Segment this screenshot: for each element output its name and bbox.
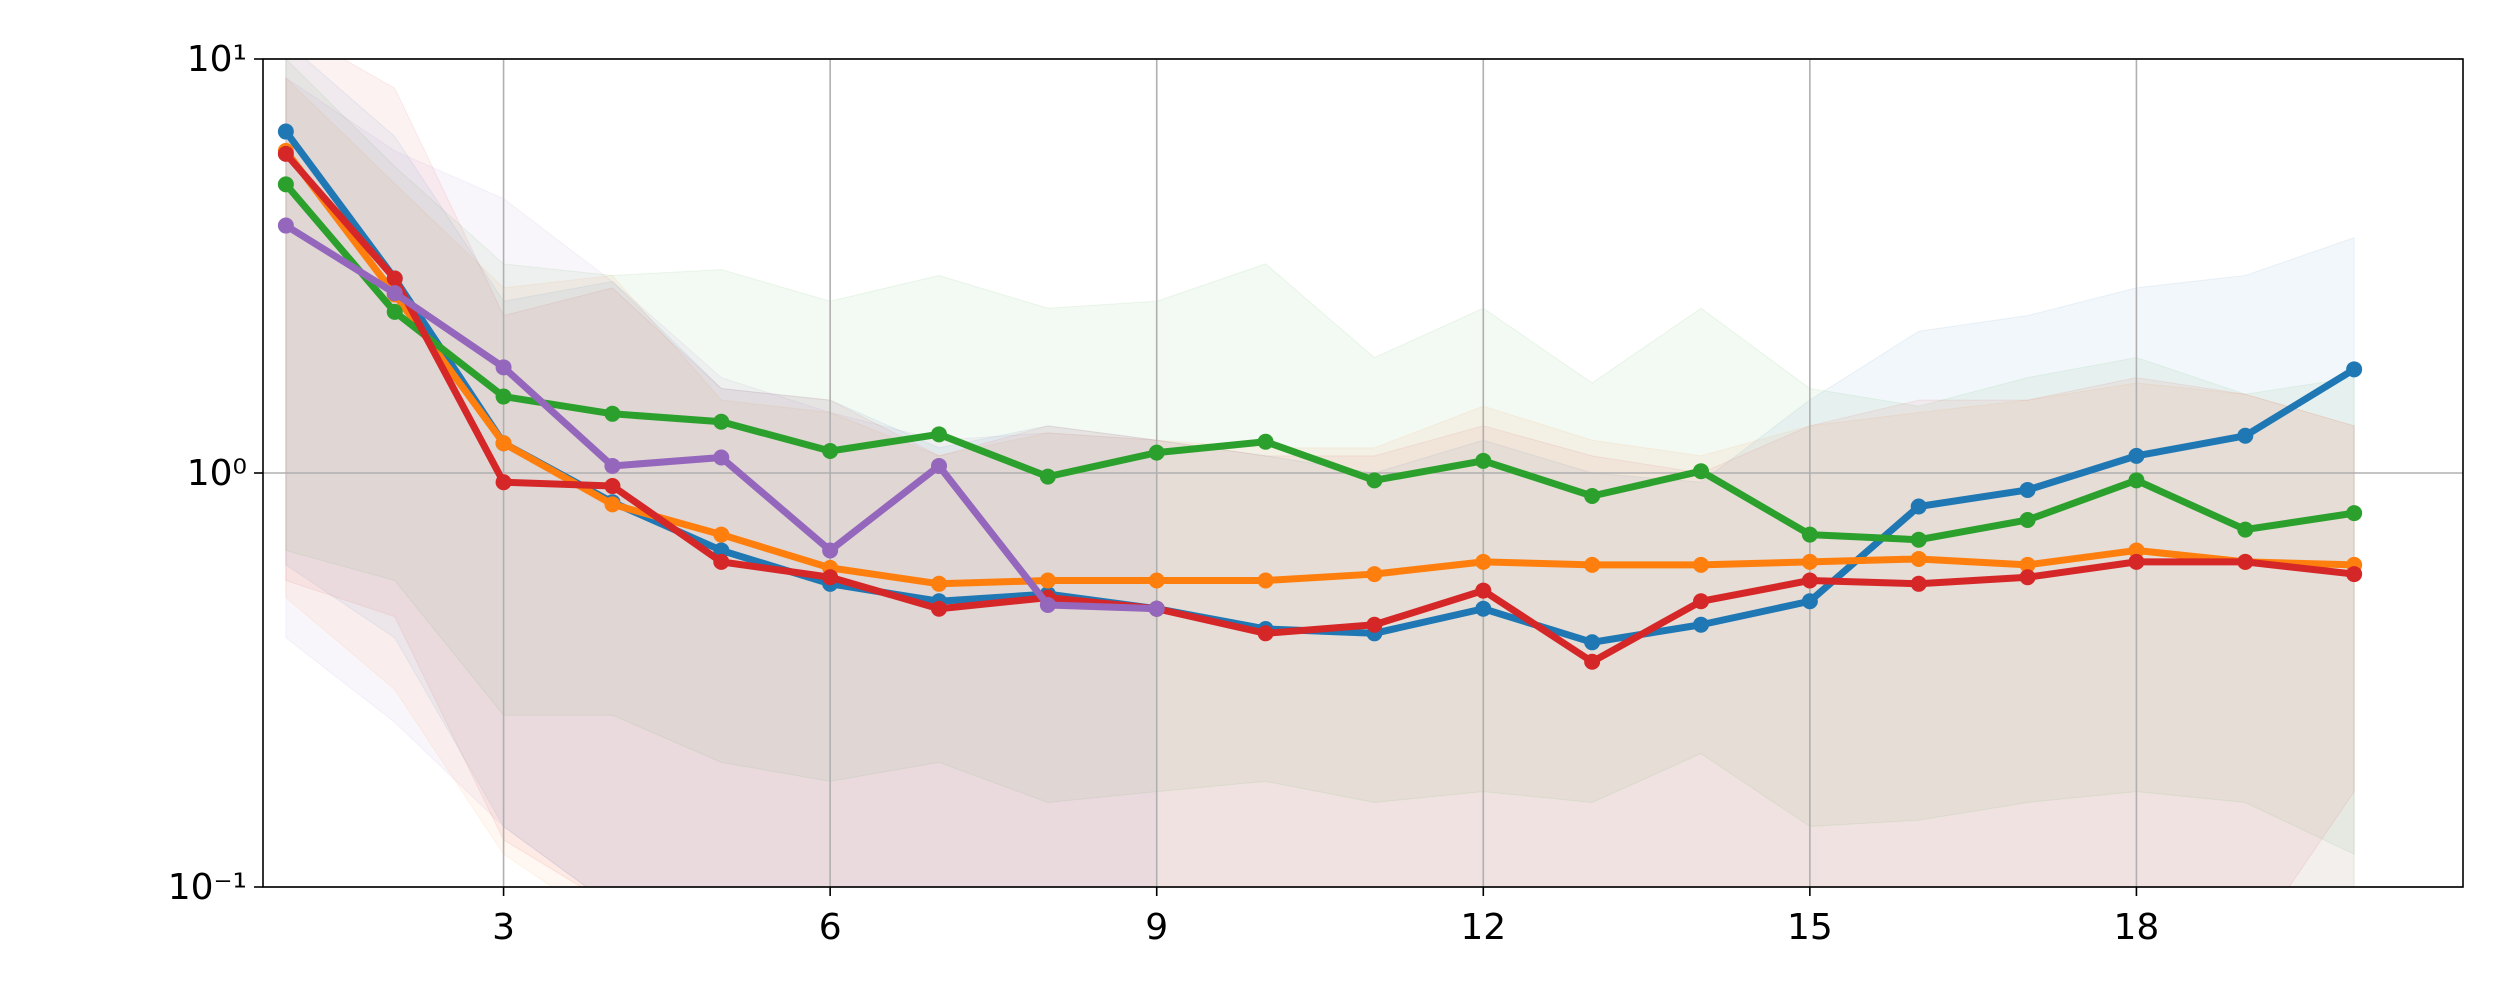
- point: [2128, 542, 2145, 559]
- x-tick-label: 6: [819, 907, 842, 948]
- point: [1257, 433, 1274, 450]
- point: [2237, 553, 2254, 570]
- point: [604, 457, 621, 474]
- point: [2128, 553, 2145, 570]
- x-tick-label: 18: [2114, 907, 2160, 948]
- point: [1693, 463, 1710, 480]
- point: [2237, 427, 2254, 444]
- point: [1693, 593, 1710, 610]
- plot-frame: [262, 58, 2464, 888]
- point: [1584, 556, 1601, 573]
- point: [277, 176, 294, 193]
- series-line: [283, 148, 2355, 588]
- point: [822, 443, 839, 460]
- point: [1910, 498, 1927, 515]
- point: [1584, 634, 1601, 651]
- point: [2019, 569, 2036, 586]
- point: [1584, 653, 1601, 670]
- point: [495, 388, 512, 405]
- point: [2019, 556, 2036, 573]
- point: [386, 285, 403, 302]
- band: [285, 77, 1158, 887]
- point: [1693, 556, 1710, 573]
- point: [1693, 616, 1710, 633]
- y-tick-label: 10¹: [187, 39, 247, 80]
- x-tick-label: 3: [492, 907, 515, 948]
- point: [1475, 452, 1492, 469]
- point: [931, 457, 948, 474]
- point: [1039, 468, 1056, 485]
- point: [495, 435, 512, 452]
- point: [822, 569, 839, 586]
- point: [713, 553, 730, 570]
- point: [1148, 600, 1165, 617]
- point: [1801, 572, 1818, 589]
- point: [1910, 575, 1927, 592]
- x-tick-label: 9: [1145, 907, 1168, 948]
- point: [1475, 553, 1492, 570]
- point: [604, 496, 621, 513]
- point: [2019, 511, 2036, 528]
- point: [713, 526, 730, 543]
- point: [1584, 487, 1601, 504]
- point: [1801, 593, 1818, 610]
- point: [1801, 526, 1818, 543]
- point: [1039, 572, 1056, 589]
- point: [931, 600, 948, 617]
- point: [1366, 472, 1383, 489]
- point: [1257, 572, 1274, 589]
- point: [495, 474, 512, 491]
- point: [1148, 572, 1165, 589]
- point: [713, 413, 730, 430]
- point: [2128, 472, 2145, 489]
- point: [386, 303, 403, 320]
- point: [1801, 553, 1818, 570]
- point: [277, 217, 294, 234]
- point: [1475, 600, 1492, 617]
- point: [2346, 566, 2363, 583]
- point: [277, 123, 294, 140]
- point: [2019, 481, 2036, 498]
- y-tick-label: 10⁻¹: [168, 867, 247, 908]
- point: [1148, 444, 1165, 461]
- lines: [277, 123, 2363, 670]
- point: [931, 575, 948, 592]
- series-line: [283, 182, 2355, 544]
- band: [285, 59, 2355, 856]
- point: [1257, 625, 1274, 642]
- point: [2237, 521, 2254, 538]
- point: [713, 542, 730, 559]
- point: [931, 426, 948, 443]
- series-line: [283, 151, 2355, 666]
- point: [2128, 447, 2145, 464]
- point: [604, 478, 621, 495]
- point: [713, 449, 730, 466]
- y-tick-label: 10⁰: [187, 453, 247, 494]
- x-tick-label: 12: [1460, 907, 1506, 948]
- point: [1910, 550, 1927, 567]
- point: [822, 542, 839, 559]
- point: [1910, 531, 1927, 548]
- axes: 3 6 9 12 15 18 10⁻¹ 10⁰ 10¹: [168, 39, 2464, 948]
- point: [2346, 505, 2363, 522]
- point: [1475, 582, 1492, 599]
- point: [1366, 616, 1383, 633]
- band: [285, 76, 2355, 887]
- point: [1366, 566, 1383, 583]
- point: [1039, 596, 1056, 613]
- point: [495, 359, 512, 376]
- point: [386, 270, 403, 287]
- point: [277, 145, 294, 162]
- x-tick-label: 15: [1787, 907, 1833, 948]
- point: [2346, 361, 2363, 378]
- point: [604, 405, 621, 422]
